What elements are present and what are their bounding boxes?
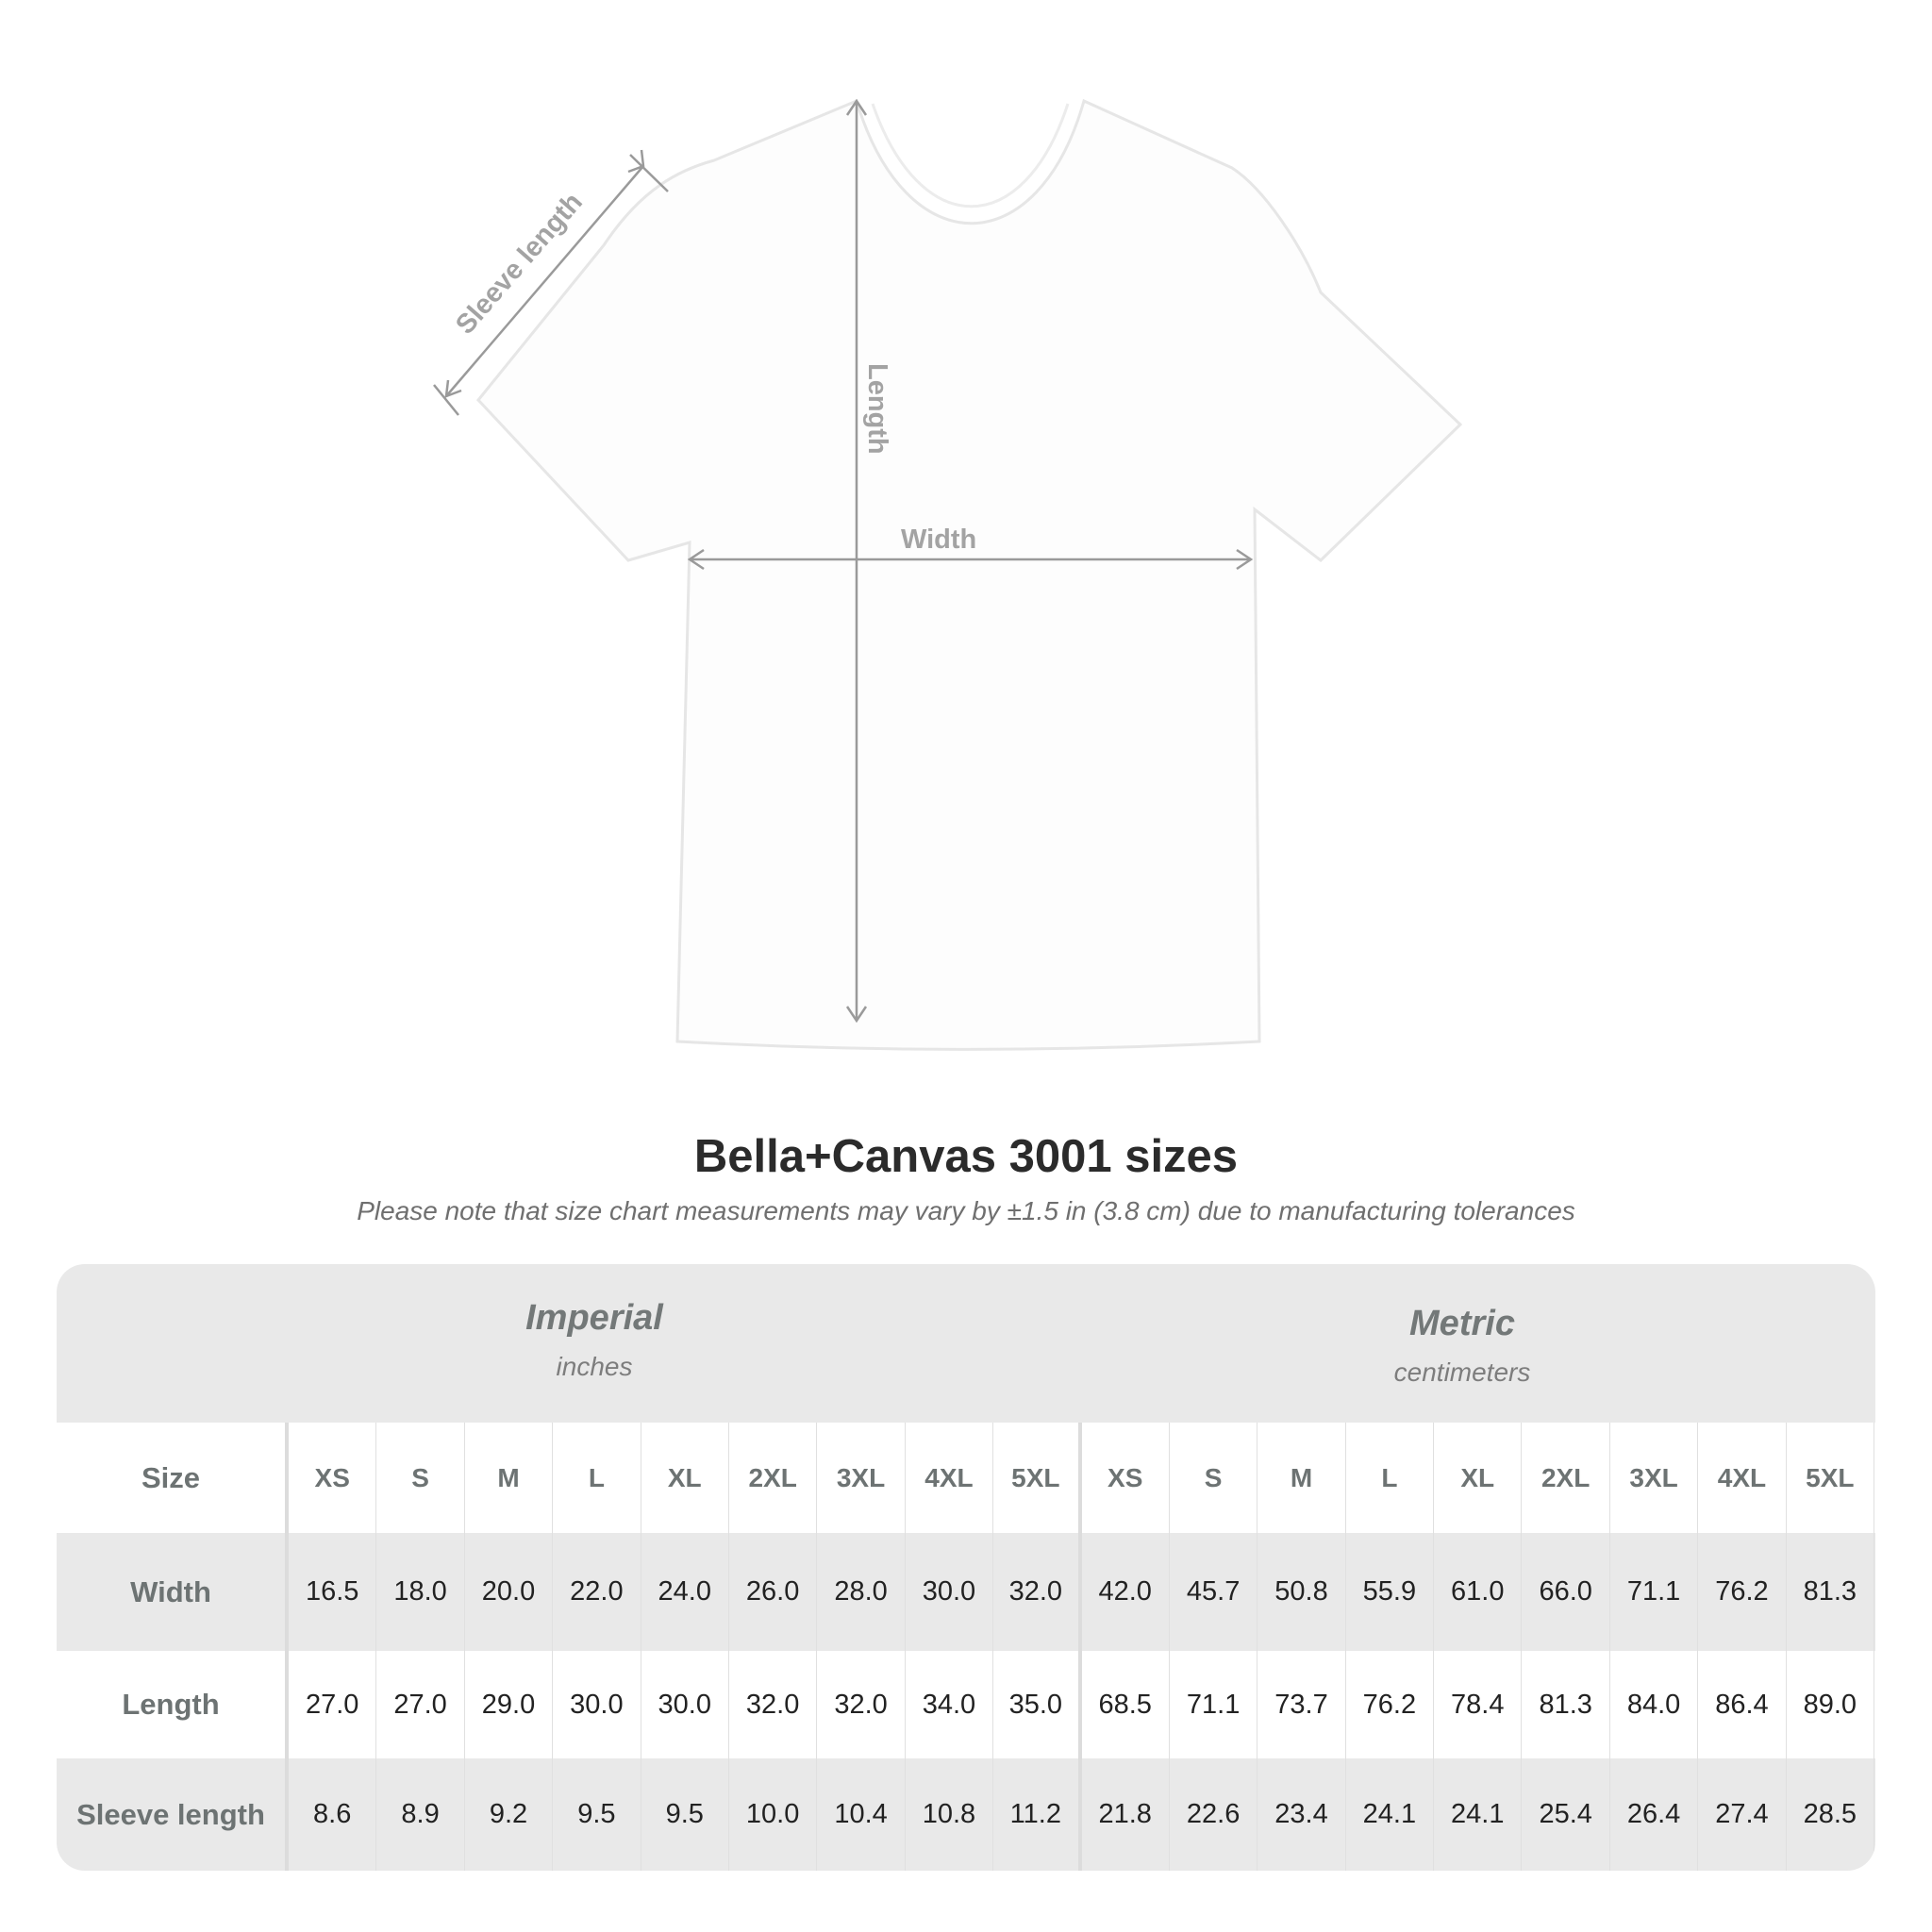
cell-metric: 81.3: [1787, 1533, 1875, 1651]
tshirt-diagram: Sleeve length Length Width: [433, 98, 1463, 1051]
cell-imperial: 30.0: [553, 1651, 641, 1758]
size-header-metric: 3XL: [1610, 1423, 1699, 1533]
cell-imperial: 9.5: [553, 1758, 641, 1871]
metric-group: Metric centimeters: [1132, 1304, 1792, 1388]
cell-imperial: 9.2: [465, 1758, 554, 1871]
cell-metric: 76.2: [1698, 1533, 1787, 1651]
size-header-imperial: L: [553, 1423, 641, 1533]
cell-metric: 73.7: [1257, 1651, 1346, 1758]
row-label: Sleeve length: [57, 1758, 289, 1871]
cell-imperial: 10.8: [906, 1758, 994, 1871]
width-label: Width: [901, 525, 976, 555]
cell-imperial: 20.0: [465, 1533, 554, 1651]
cell-imperial: 8.9: [376, 1758, 465, 1871]
cell-metric: 42.0: [1082, 1533, 1170, 1651]
table-row: Length 27.0 27.0 29.0 30.0 30.0 32.0 32.0 34.0 35…: [57, 1651, 1875, 1758]
cell-imperial: 32.0: [817, 1651, 906, 1758]
cell-metric: 23.4: [1257, 1758, 1346, 1871]
cell-imperial: 8.6: [289, 1758, 377, 1871]
cell-metric: 89.0: [1787, 1651, 1875, 1758]
cell-metric: 68.5: [1082, 1651, 1170, 1758]
metric-title: Metric: [1409, 1304, 1515, 1343]
cell-metric: 21.8: [1082, 1758, 1170, 1871]
cell-imperial: 9.5: [641, 1758, 729, 1871]
cell-metric: 71.1: [1170, 1651, 1258, 1758]
size-header-imperial: 4XL: [906, 1423, 994, 1533]
page-title: Bella+Canvas 3001 sizes: [693, 1131, 1239, 1182]
size-header-imperial: XS: [289, 1423, 377, 1533]
size-header-metric: M: [1257, 1423, 1346, 1533]
cell-imperial: 16.5: [289, 1533, 377, 1651]
cell-metric: 22.6: [1170, 1758, 1258, 1871]
length-label: Length: [862, 363, 892, 455]
cell-metric: 55.9: [1346, 1533, 1435, 1651]
size-header-imperial: XL: [641, 1423, 729, 1533]
cell-metric: 26.4: [1610, 1758, 1699, 1871]
cell-imperial: 34.0: [906, 1651, 994, 1758]
table-row: Width 16.5 18.0 20.0 22.0 24.0 26.0 28.0 30.0 32.…: [57, 1533, 1875, 1651]
cell-imperial: 27.0: [376, 1651, 465, 1758]
cell-imperial: 18.0: [376, 1533, 465, 1651]
cell-imperial: 35.0: [993, 1651, 1082, 1758]
cell-imperial: 10.0: [729, 1758, 818, 1871]
cell-metric: 24.1: [1346, 1758, 1435, 1871]
imperial-title: Imperial: [525, 1298, 663, 1338]
cell-imperial: 22.0: [553, 1533, 641, 1651]
size-header-metric: XL: [1434, 1423, 1523, 1533]
cell-imperial: 24.0: [641, 1533, 729, 1651]
size-header-imperial: 3XL: [817, 1423, 906, 1533]
size-header-imperial: M: [465, 1423, 554, 1533]
unit-header: Imperial inches Metric centimeters: [57, 1264, 1875, 1423]
cell-imperial: 32.0: [993, 1533, 1082, 1651]
cell-imperial: 30.0: [906, 1533, 994, 1651]
row-label: Length: [57, 1651, 289, 1758]
cell-imperial: 30.0: [641, 1651, 729, 1758]
cell-metric: 27.4: [1698, 1758, 1787, 1871]
cell-metric: 84.0: [1610, 1651, 1699, 1758]
size-label: Size: [57, 1423, 289, 1533]
cell-imperial: 28.0: [817, 1533, 906, 1651]
cell-imperial: 26.0: [729, 1533, 818, 1651]
cell-imperial: 27.0: [289, 1651, 377, 1758]
cell-metric: 81.3: [1522, 1651, 1610, 1758]
cell-metric: 78.4: [1434, 1651, 1523, 1758]
cell-metric: 76.2: [1346, 1651, 1435, 1758]
cell-imperial: 32.0: [729, 1651, 818, 1758]
tolerance-note: Please note that size chart measurements…: [357, 1196, 1575, 1225]
size-header-imperial: 5XL: [993, 1423, 1082, 1533]
imperial-group: Imperial inches: [264, 1298, 924, 1382]
size-header-metric: L: [1346, 1423, 1435, 1533]
cell-imperial: 29.0: [465, 1651, 554, 1758]
table-row: Sleeve length 8.6 8.9 9.2 9.5 9.5 10.0 10.4 10.8…: [57, 1758, 1875, 1871]
cell-metric: 50.8: [1257, 1533, 1346, 1651]
cell-imperial: 10.4: [817, 1758, 906, 1871]
cell-metric: 25.4: [1522, 1758, 1610, 1871]
size-header-metric: XS: [1082, 1423, 1170, 1533]
cell-metric: 61.0: [1434, 1533, 1523, 1651]
size-table: Imperial inches Metric centimeters Size X…: [57, 1264, 1875, 1871]
size-header-imperial: 2XL: [729, 1423, 818, 1533]
size-header-row: Size XS S M L XL 2XL 3XL 4XL 5XL XS S M L XL 2XL 3XL 4XL 5…: [57, 1423, 1875, 1533]
size-header-metric: 2XL: [1522, 1423, 1610, 1533]
sleeve-measure-line: [445, 165, 644, 397]
cell-metric: 45.7: [1170, 1533, 1258, 1651]
size-header-metric: 4XL: [1698, 1423, 1787, 1533]
cell-metric: 66.0: [1522, 1533, 1610, 1651]
row-label: Width: [57, 1533, 289, 1651]
cell-metric: 86.4: [1698, 1651, 1787, 1758]
metric-unit: centimeters: [1393, 1357, 1531, 1387]
tshirt-shape: [476, 98, 1463, 1051]
size-header-metric: S: [1170, 1423, 1258, 1533]
size-header-imperial: S: [376, 1423, 465, 1533]
cell-imperial: 11.2: [993, 1758, 1082, 1871]
imperial-unit: inches: [556, 1352, 633, 1381]
size-header-metric: 5XL: [1787, 1423, 1875, 1533]
cell-metric: 24.1: [1434, 1758, 1523, 1871]
cell-metric: 28.5: [1787, 1758, 1875, 1871]
cell-metric: 71.1: [1610, 1533, 1699, 1651]
